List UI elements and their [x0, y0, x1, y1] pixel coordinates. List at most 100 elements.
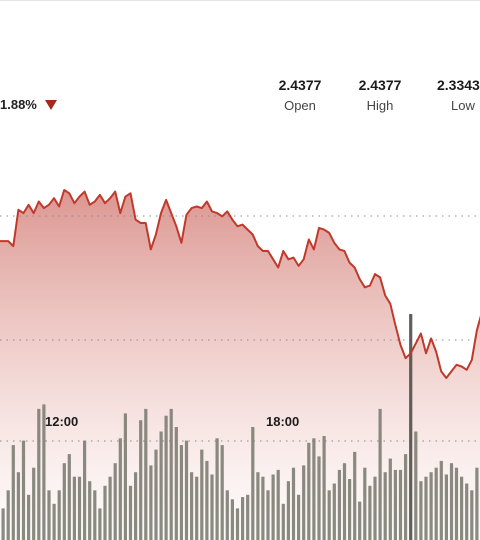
volume-bar: [246, 494, 250, 540]
volume-bar: [200, 449, 204, 540]
volume-bar: [322, 436, 326, 540]
volume-bar: [37, 408, 41, 540]
volume-bar: [312, 438, 316, 540]
volume-bar: [291, 467, 296, 540]
volume-bar: [398, 469, 403, 540]
volume-bar: [225, 490, 229, 540]
stat-low: 2.3343 Low: [437, 76, 480, 116]
volume-bar: [460, 476, 464, 540]
volume-bar: [317, 456, 321, 540]
volume-bar: [281, 503, 285, 540]
volume-bar: [72, 476, 76, 540]
volume-bar: [261, 476, 265, 540]
volume-bar: [77, 476, 82, 540]
volume-bar: [32, 467, 36, 540]
volume-bar: [220, 445, 224, 540]
volume-bar: [139, 420, 143, 540]
volume-bar: [27, 494, 31, 540]
price-line-layer: [0, 189, 480, 379]
volume-bar: [154, 449, 158, 540]
volume-bar: [118, 438, 122, 540]
volume-bar: [52, 503, 56, 540]
volume-bar: [373, 476, 377, 540]
volume-bar: [286, 481, 290, 540]
volume-bar: [169, 408, 173, 540]
volume-bar: [144, 408, 148, 540]
volume-bar: [83, 440, 87, 540]
volume-bar: [383, 472, 387, 540]
volume-bar: [47, 490, 51, 540]
volume-bar: [195, 476, 199, 540]
volume-bar: [67, 454, 71, 540]
volume-bar: [348, 479, 352, 540]
volume-bar: [215, 438, 219, 540]
volume-bar: [470, 490, 474, 540]
volume-bar: [108, 476, 112, 540]
time-label-12: 12:00: [45, 414, 79, 429]
volume-bar: [424, 476, 428, 540]
price-area: [0, 190, 480, 540]
change-percent: 1.88%: [0, 97, 37, 112]
volume-bar: [134, 472, 138, 540]
volume-bar: [388, 458, 392, 540]
volume-bar: [205, 460, 209, 540]
price-line: [0, 189, 480, 379]
volume-bar: [16, 472, 20, 540]
volume-bar: [434, 467, 438, 540]
volume-bar: [57, 490, 61, 540]
volume-bar: [449, 463, 454, 540]
volume-bar: [190, 472, 194, 540]
volume-bar: [353, 451, 357, 540]
volume-bar: [241, 497, 245, 540]
stat-open: 2.4377 Open: [276, 76, 324, 116]
volume-bar: [251, 427, 255, 540]
volume-bar: [337, 469, 341, 540]
volume-bar: [409, 314, 413, 540]
volume-bar: [42, 404, 46, 540]
volume-bar: [6, 490, 10, 540]
volume-bar: [128, 485, 133, 540]
top-border: [0, 0, 480, 1]
price-area-layer: [0, 190, 480, 540]
time-label-18: 18:00: [266, 414, 300, 429]
volume-bar: [149, 465, 153, 540]
volume-bar: [419, 481, 423, 540]
volume-bar: [103, 485, 107, 540]
volume-bar: [429, 472, 433, 540]
volume-bar: [276, 469, 280, 540]
volume-bar: [266, 490, 270, 540]
stat-high: 2.4377 High: [356, 76, 404, 116]
down-arrow-icon: [44, 99, 57, 110]
volume-bar: [439, 460, 443, 540]
volume-bar: [184, 440, 189, 540]
volume-bar: [93, 490, 97, 540]
volume-bar: [98, 508, 102, 540]
volume-bar: [256, 472, 260, 540]
volume-bar: [123, 413, 127, 540]
volume-bar: [230, 499, 234, 540]
volume-bar: [454, 467, 459, 540]
volume-bar: [271, 474, 275, 540]
volume-bar: [378, 408, 382, 540]
volume-bar: [179, 445, 183, 540]
volume-bar: [88, 481, 92, 540]
volume-bar: [159, 431, 163, 540]
volume-bar: [475, 467, 479, 540]
volume-bar: [358, 501, 362, 540]
low-label: Low: [451, 98, 475, 113]
volume-bar: [210, 474, 214, 540]
volume-bar: [393, 469, 397, 540]
price-change: 1.88%: [0, 97, 57, 112]
volume-bar: [414, 431, 418, 540]
volume-bar: [332, 483, 336, 540]
volume-bar: [235, 508, 240, 540]
volume-bar: [368, 485, 372, 540]
volume-bar: [327, 490, 331, 540]
volume-bar: [444, 474, 448, 540]
volume-bar: [342, 463, 347, 540]
high-label: High: [366, 98, 394, 113]
open-label: Open: [284, 98, 316, 113]
volume-bar: [174, 427, 178, 540]
volume-bar: [297, 494, 301, 540]
